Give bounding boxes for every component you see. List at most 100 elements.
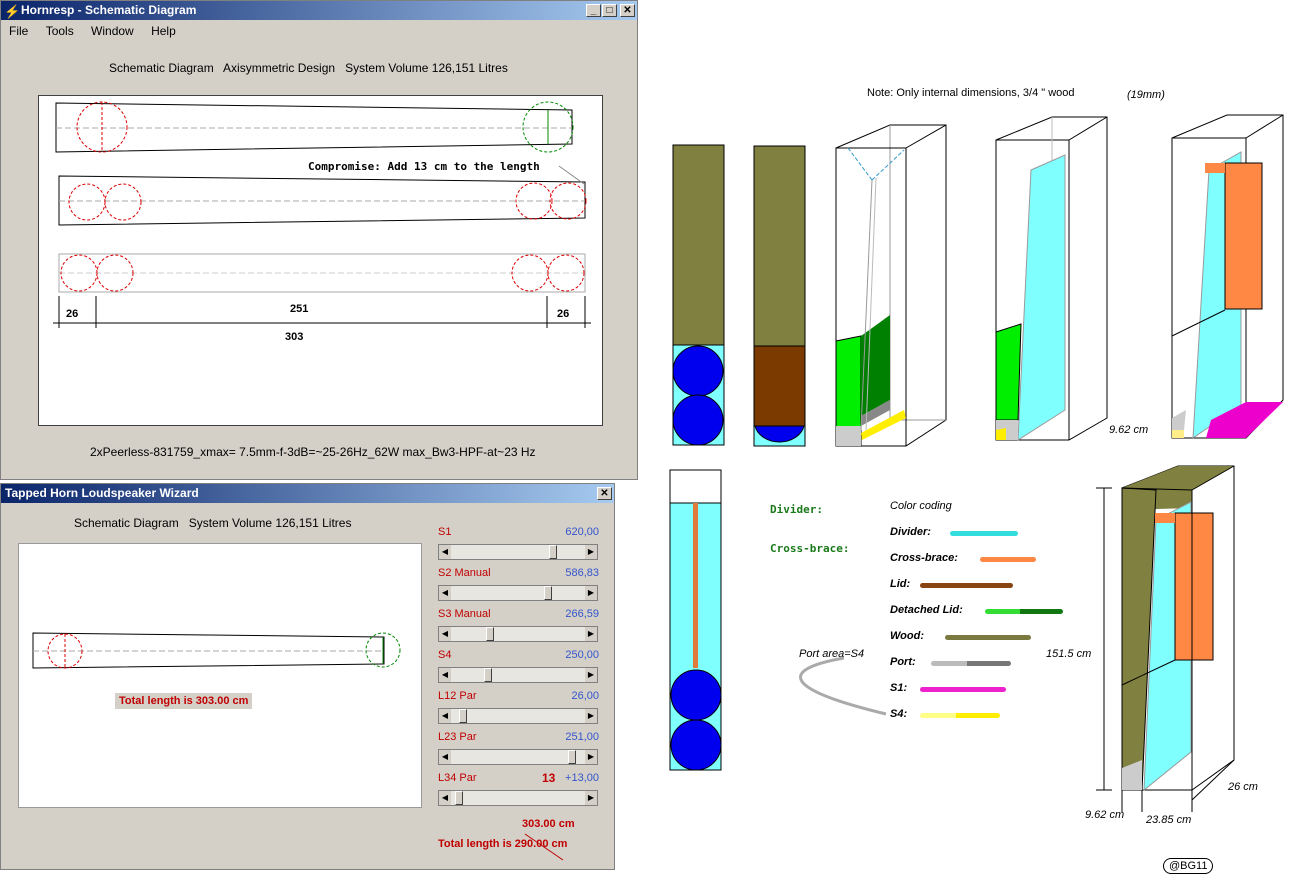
- l34-extra: 13: [542, 771, 556, 785]
- wizard-header: Schematic Diagram System Volume 126,151 …: [74, 516, 352, 530]
- slider-track[interactable]: ◀ ▶: [438, 708, 598, 724]
- strike-line: [524, 833, 564, 861]
- slider-value: 620,00: [565, 526, 599, 538]
- side-section: [669, 469, 722, 771]
- legend-label: Cross-brace:: [890, 552, 958, 564]
- slider-value: 26,00: [571, 690, 599, 702]
- port-area-label: Port area=S4: [799, 648, 865, 660]
- slider-thumb[interactable]: [484, 668, 492, 682]
- wizard-canvas: Total length is 303.00 cm: [18, 543, 422, 808]
- slider-track[interactable]: ◀ ▶: [438, 626, 598, 642]
- wood-note-mm: (19mm): [1127, 89, 1165, 101]
- schematic-drawing: [53, 101, 591, 328]
- compromise-note: Compromise: Add 13 cm to the length: [308, 160, 540, 173]
- driver-info: 2xPeerless-831759_xmax= 7.5mm-f-3dB=~25-…: [90, 445, 536, 459]
- menu-bar: File Tools Window Help: [1, 21, 182, 41]
- slider-track[interactable]: ◀ ▶: [438, 749, 598, 765]
- legend-label: Wood:: [890, 630, 925, 642]
- hornresp-window: ⚡ Hornresp - Schematic Diagram _ □ ✕ Fil…: [0, 0, 638, 480]
- legend-label: Divider:: [890, 526, 931, 538]
- total-new: 303.00 cm: [522, 818, 575, 830]
- slider-left-arrow[interactable]: ◀: [439, 668, 451, 682]
- dim-962-b: 9.62 cm: [1085, 809, 1125, 821]
- slider-value: 266,59: [565, 608, 599, 620]
- legend-title: Color coding: [890, 500, 952, 512]
- box-cross-brace: [1171, 114, 1284, 439]
- slider-thumb[interactable]: [544, 586, 552, 600]
- slider-right-arrow[interactable]: ▶: [585, 627, 597, 641]
- total-length-badge: Total length is 303.00 cm: [115, 693, 253, 709]
- legend-label: Detached Lid:: [890, 604, 963, 616]
- slider-value: 250,00: [565, 649, 599, 661]
- menu-help[interactable]: Help: [151, 24, 176, 38]
- box-detached-lid: [835, 124, 947, 447]
- legend-swatch: [980, 557, 1036, 562]
- signature: @BG11: [1163, 858, 1214, 874]
- legend-label: S1:: [890, 682, 908, 694]
- window-title: Hornresp - Schematic Diagram: [21, 3, 197, 17]
- wizard-drawing: [32, 632, 401, 669]
- schematic-canvas: Compromise: Add 13 cm to the length 26 2…: [38, 95, 603, 426]
- app-icon: ⚡: [4, 4, 21, 19]
- slider-left-arrow[interactable]: ◀: [439, 586, 451, 600]
- slider-left-arrow[interactable]: ◀: [439, 627, 451, 641]
- legend-label: Lid:: [890, 578, 911, 590]
- slider-label: S2 Manual: [438, 567, 491, 579]
- slider-right-arrow[interactable]: ▶: [585, 791, 597, 805]
- maximize-button[interactable]: □: [602, 4, 617, 17]
- dim-26: 26 cm: [1228, 781, 1258, 793]
- menu-window[interactable]: Window: [91, 24, 134, 38]
- wizard-close-button[interactable]: ✕: [597, 487, 612, 500]
- legend-label: Port:: [890, 656, 916, 668]
- slider-left-arrow[interactable]: ◀: [439, 709, 451, 723]
- divider-label: Divider:: [770, 503, 823, 516]
- close-button[interactable]: ✕: [620, 4, 635, 17]
- dim-left: 26: [66, 308, 79, 320]
- slider-right-arrow[interactable]: ▶: [585, 586, 597, 600]
- legend-swatch: [920, 583, 1013, 588]
- cabinet-illustrations: [669, 114, 1284, 812]
- slider-right-arrow[interactable]: ▶: [585, 709, 597, 723]
- slider-left-arrow[interactable]: ◀: [439, 545, 451, 559]
- slider-thumb[interactable]: [459, 709, 467, 723]
- slider-track[interactable]: ◀ ▶: [438, 544, 598, 560]
- box-divider: [995, 116, 1108, 441]
- slider-label: L34 Par: [438, 772, 477, 784]
- slider-label: S3 Manual: [438, 608, 491, 620]
- slider-left-arrow[interactable]: ◀: [439, 750, 451, 764]
- slider-thumb[interactable]: [455, 791, 463, 805]
- slider-label: L12 Par: [438, 690, 477, 702]
- box-full-assembly: [1096, 465, 1235, 812]
- minimize-button[interactable]: _: [586, 4, 601, 17]
- slider-label: S1: [438, 526, 452, 538]
- slider-track[interactable]: ◀ ▶: [438, 790, 598, 806]
- legend-swatch: [931, 661, 1011, 666]
- slider-right-arrow[interactable]: ▶: [585, 668, 597, 682]
- dim-mid: 251: [290, 303, 309, 315]
- slider-thumb[interactable]: [549, 545, 557, 559]
- legend-swatch: [920, 713, 1000, 718]
- schematic-header: Schematic Diagram Axisymmetric Design Sy…: [109, 61, 508, 75]
- menu-tools[interactable]: Tools: [45, 24, 74, 38]
- window-titlebar[interactable]: ⚡ Hornresp - Schematic Diagram _ □ ✕: [1, 1, 637, 20]
- slider-label: L23 Par: [438, 731, 477, 743]
- legend-swatch: [945, 635, 1031, 640]
- slider-thumb[interactable]: [486, 627, 494, 641]
- dim-total: 303: [285, 331, 304, 343]
- slider-value: +13,00: [565, 772, 599, 784]
- menu-file[interactable]: File: [9, 24, 29, 38]
- wizard-title: Tapped Horn Loudspeaker Wizard: [5, 486, 199, 500]
- legend-swatch: [920, 687, 1006, 692]
- slider-value: 251,00: [565, 731, 599, 743]
- slider-right-arrow[interactable]: ▶: [585, 750, 597, 764]
- wood-note: Note: Only internal dimensions, 3/4 " wo…: [867, 87, 1075, 99]
- wizard-titlebar[interactable]: Tapped Horn Loudspeaker Wizard ✕: [1, 484, 614, 503]
- slider-thumb[interactable]: [568, 750, 576, 764]
- slider-right-arrow[interactable]: ▶: [585, 545, 597, 559]
- slider-track[interactable]: ◀ ▶: [438, 667, 598, 683]
- slider-left-arrow[interactable]: ◀: [439, 791, 451, 805]
- slider-label: S4: [438, 649, 452, 661]
- slider-track[interactable]: ◀ ▶: [438, 585, 598, 601]
- dim-962-a: 9.62 cm: [1109, 424, 1149, 436]
- legend-swatch: [950, 531, 1018, 536]
